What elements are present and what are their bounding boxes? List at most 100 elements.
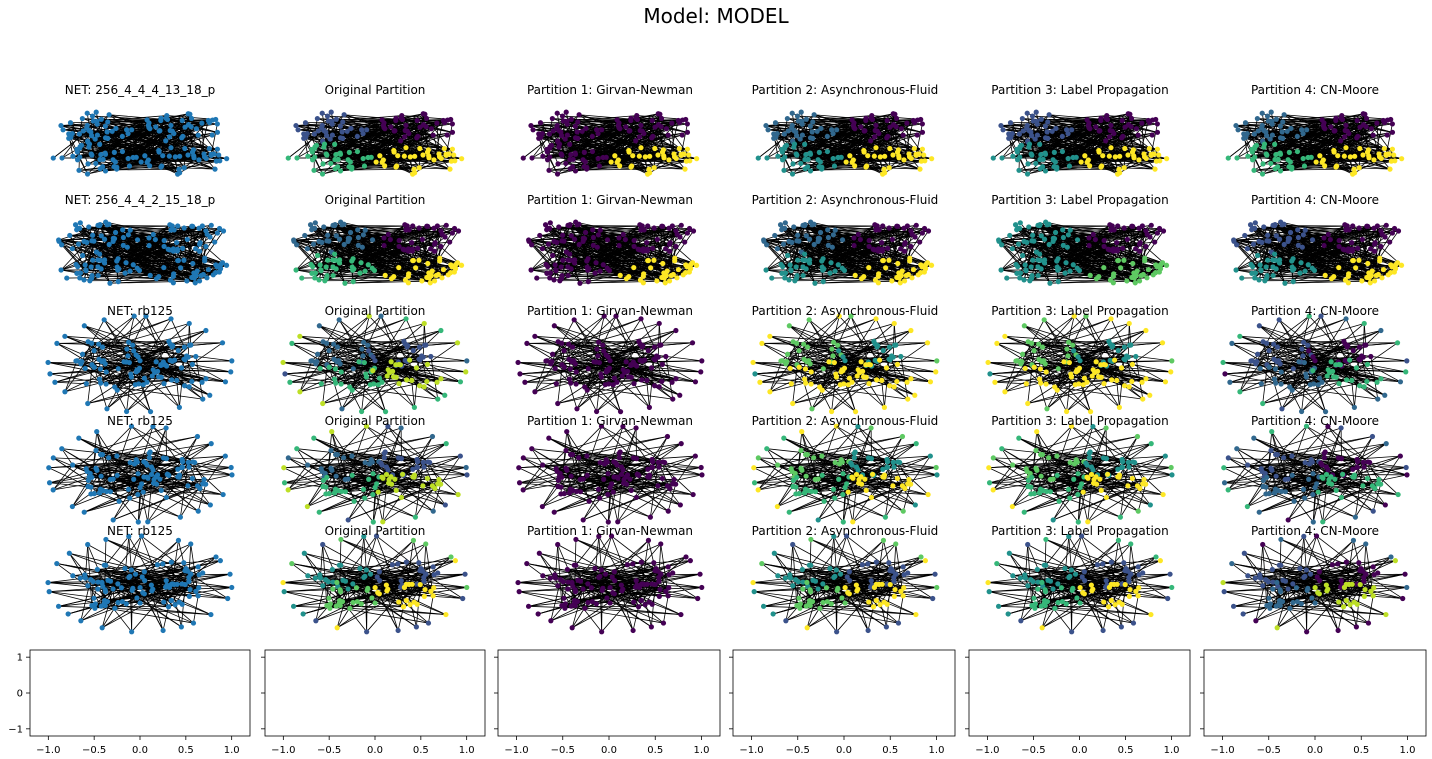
graph-node <box>179 135 185 141</box>
graph-edge <box>296 149 313 159</box>
graph-node <box>168 145 174 151</box>
graph-node <box>206 145 212 152</box>
graph-edge <box>95 138 160 153</box>
graph-edge <box>408 133 428 153</box>
graph-edge <box>148 120 183 126</box>
graph-node <box>179 117 185 124</box>
graph-node <box>144 117 150 123</box>
graph-node <box>293 122 299 129</box>
graph-node <box>423 115 430 122</box>
graph-node <box>328 109 334 115</box>
graph-node <box>147 163 153 169</box>
graph-node <box>199 120 205 126</box>
graph-edge <box>330 138 395 153</box>
graph-node <box>125 155 131 162</box>
graph-edge <box>379 155 434 161</box>
graph-edge <box>105 152 145 157</box>
graph-node <box>156 128 162 134</box>
graph-edge <box>72 133 130 167</box>
graph-node <box>138 159 144 165</box>
graph-node <box>196 157 202 163</box>
graph-node <box>449 121 455 127</box>
graph-node <box>181 165 187 171</box>
graph-node <box>209 132 215 138</box>
graph-node <box>169 128 175 134</box>
graph-node <box>193 126 199 132</box>
graph-node <box>188 115 195 122</box>
graph-node <box>79 115 85 122</box>
graph-edge <box>330 138 453 150</box>
graph-node <box>66 131 72 137</box>
graph-node <box>106 112 112 118</box>
graph-node <box>74 157 81 163</box>
graph-node <box>80 128 86 134</box>
graph-edge <box>436 123 440 154</box>
graph-node <box>354 133 360 140</box>
graph-node <box>311 131 317 137</box>
graph-node <box>213 158 219 164</box>
graph-edge <box>303 137 380 157</box>
graph-node <box>339 129 345 135</box>
graph-node <box>99 164 106 170</box>
graph-node <box>319 110 325 116</box>
graph-edge <box>88 124 189 148</box>
graph-node <box>168 122 174 129</box>
graph-node <box>340 119 346 125</box>
graph-node <box>88 133 95 139</box>
graph-node <box>295 127 301 133</box>
graph-edge <box>323 124 424 148</box>
graph-node <box>214 121 220 127</box>
graph-node <box>85 161 91 167</box>
graph-node <box>341 112 347 118</box>
graph-edge <box>63 125 106 131</box>
graph-node <box>158 164 164 170</box>
graph-node <box>314 115 320 122</box>
graph-node <box>93 109 99 115</box>
graph-node <box>94 132 101 138</box>
graph-node <box>76 167 82 173</box>
graph-node <box>216 152 222 158</box>
graph-node <box>214 146 221 152</box>
graph-node <box>391 128 397 134</box>
graph-node <box>344 128 350 134</box>
graph-edge <box>61 149 78 159</box>
graph-node <box>109 128 115 134</box>
graph-node <box>327 136 333 142</box>
graph-node <box>84 125 90 131</box>
graph-node <box>441 119 448 126</box>
graph-node <box>302 120 309 126</box>
graph-edge <box>173 133 193 153</box>
graph-edge <box>433 120 444 160</box>
graph-node <box>119 148 126 155</box>
graph-node <box>88 151 94 157</box>
graph-node <box>164 112 170 119</box>
graph-edge <box>144 155 199 161</box>
graph-node <box>89 113 96 119</box>
graph-node <box>98 116 104 122</box>
graph-node <box>185 152 191 158</box>
graph-node <box>67 120 74 126</box>
graph-node <box>201 151 207 157</box>
graph-node <box>191 153 197 159</box>
graph-node <box>119 133 125 140</box>
graph-node <box>70 153 76 159</box>
graph-node <box>113 125 119 132</box>
graph-node <box>111 164 117 170</box>
graph-node <box>212 166 218 172</box>
graph-node <box>93 160 99 167</box>
graph-node <box>214 129 221 135</box>
graph-edge <box>298 125 341 131</box>
graph-edge <box>198 120 209 160</box>
graph-node <box>206 119 213 126</box>
graph-node <box>94 118 100 124</box>
graph-node <box>60 127 66 133</box>
graph-node <box>74 149 80 155</box>
graph-edge <box>313 168 415 171</box>
graph-node <box>92 136 98 142</box>
graph-node <box>76 131 82 137</box>
graph-node <box>190 147 197 153</box>
graph-node <box>98 151 104 158</box>
graph-node <box>50 155 56 161</box>
